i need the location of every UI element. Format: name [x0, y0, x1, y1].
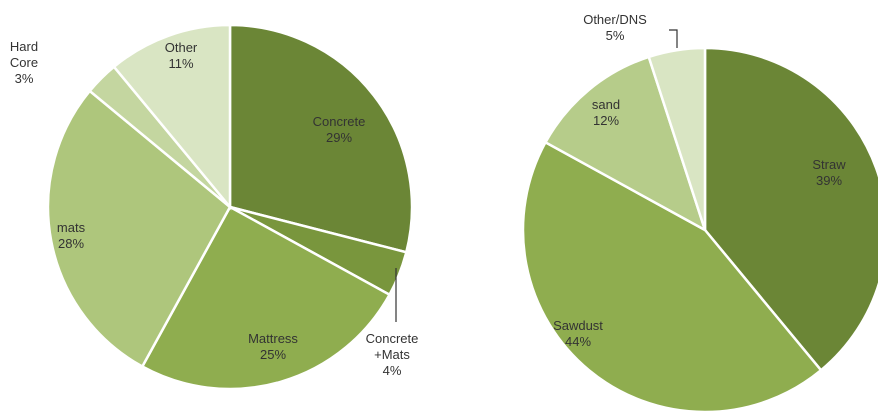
pie-slice-other	[112, 23, 232, 211]
pie-label-other: Other 11%	[165, 40, 198, 71]
pie-slice-mattress	[140, 205, 392, 391]
pie-label-concrete: Concrete 29%	[313, 114, 366, 145]
pie-chart-bedding-material: Straw 39% Sawdust 44% sand 12% Other/DNS 5%	[521, 12, 878, 414]
pie-slice-concrete	[228, 23, 414, 254]
pie-slice-straw	[703, 46, 878, 372]
pie-label-hard-core: Hard Core 3%	[10, 39, 38, 86]
pie-slice-sand	[543, 55, 708, 233]
pie-chart-bedding-base: Concrete 29% Concrete +Mats 4% Mattress 25% mat…	[10, 23, 419, 391]
pie-slice-sawdust	[521, 140, 823, 414]
leader-line-other-dns	[669, 29, 678, 48]
pie-label-sawdust: Sawdust 44%	[553, 318, 603, 349]
pie-label-sand: sand 12%	[592, 97, 620, 128]
pie-label-straw: Straw 39%	[812, 157, 846, 188]
pie-label-concrete-mats: Concrete +Mats 4%	[366, 331, 419, 378]
pie-label-mattress: Mattress 25%	[248, 331, 298, 362]
pie-slice-mats	[46, 89, 232, 369]
pie-slice-other-dns	[647, 46, 707, 231]
pie-label-other-dns: Other/DNS 5%	[583, 12, 647, 43]
pie-label-mats: mats 28%	[57, 220, 86, 251]
